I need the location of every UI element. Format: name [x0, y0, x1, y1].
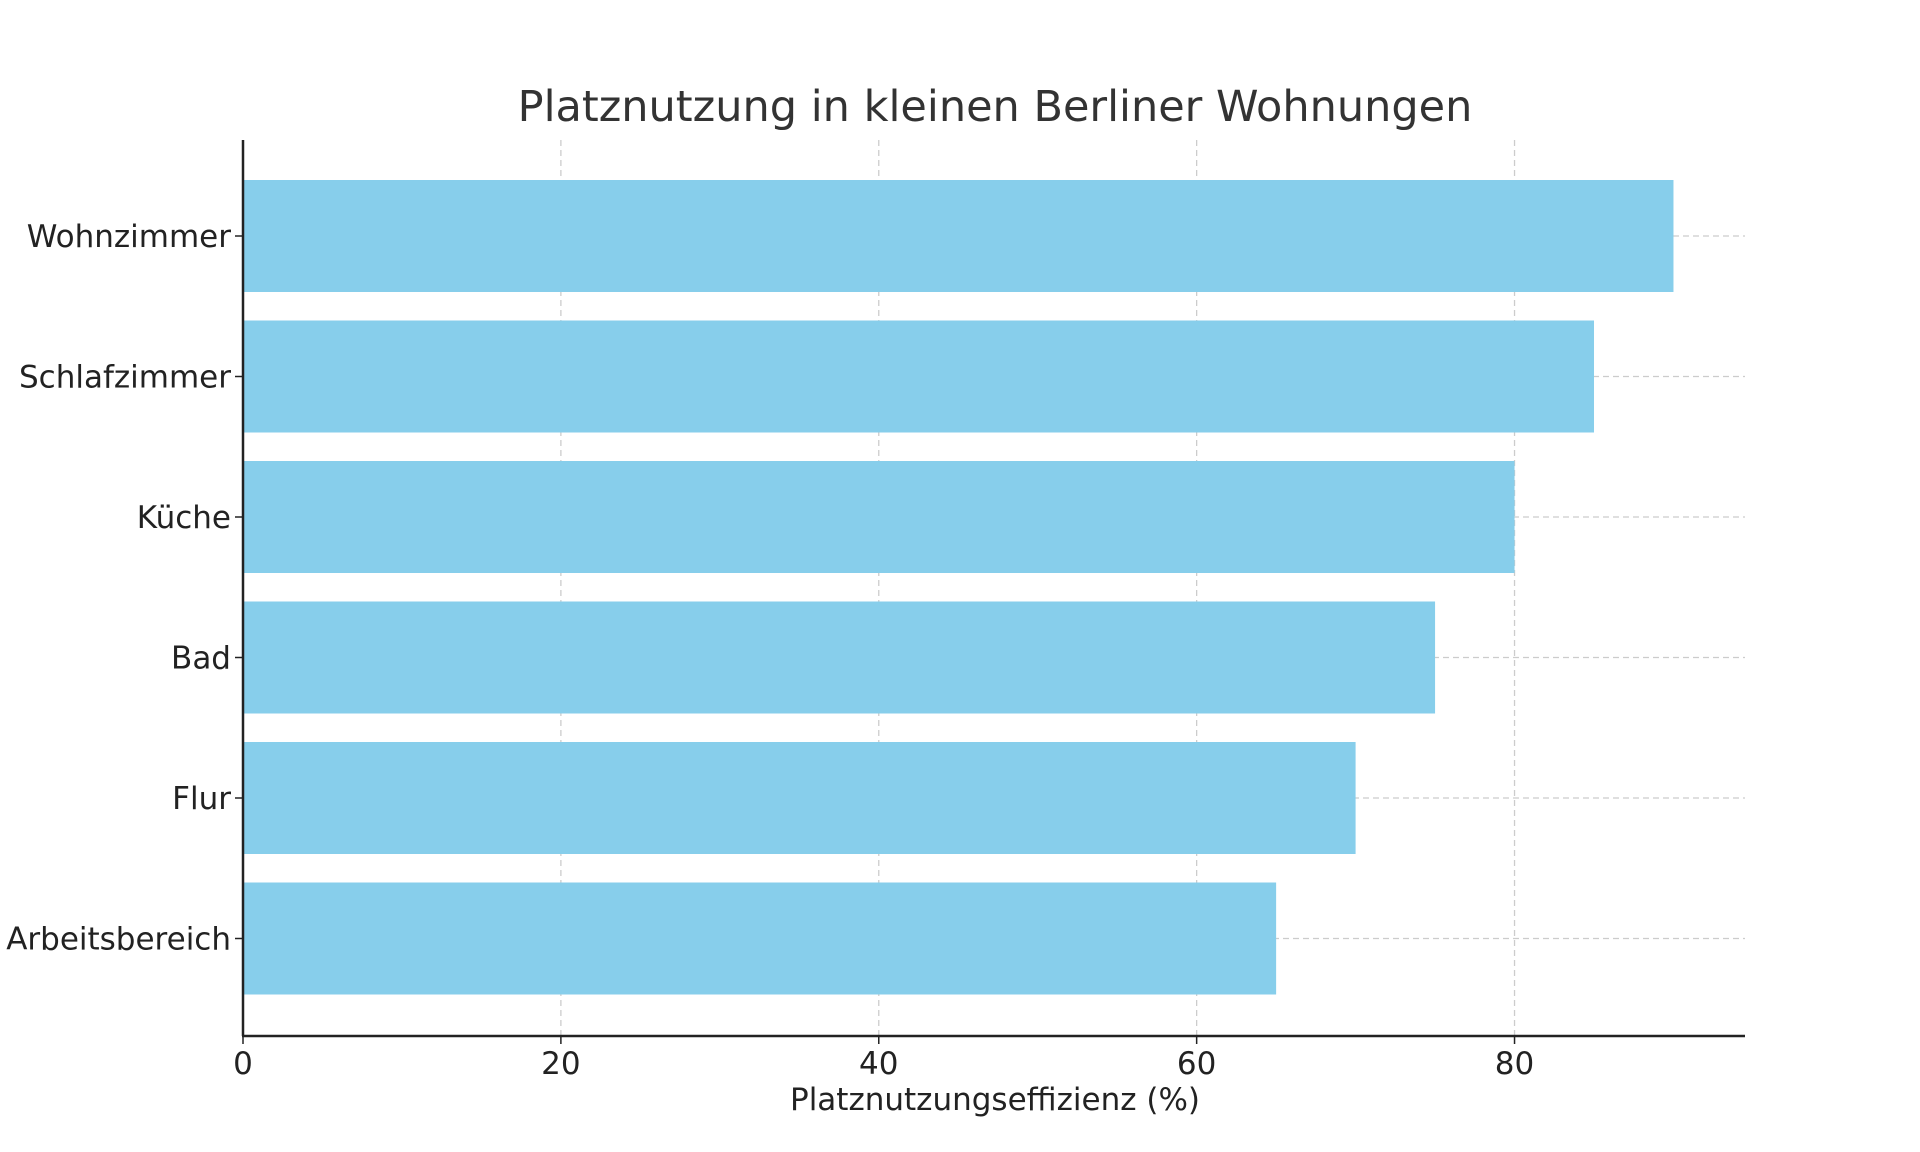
- y-category-label: Flur: [172, 781, 231, 817]
- bar-flur: [243, 742, 1356, 854]
- x-tick-label: 40: [859, 1046, 898, 1082]
- bar-wohnzimmer: [243, 180, 1674, 292]
- axes: [241, 140, 1745, 1038]
- chart-title: Platznutzung in kleinen Berliner Wohnung…: [518, 82, 1473, 132]
- y-category-labels: Wohnzimmer Schlafzimmer Küche Bad Flur Arbeit…: [6, 219, 243, 958]
- bar-arbeitsbereich: [243, 882, 1277, 995]
- x-tick-label: 0: [233, 1046, 253, 1082]
- bar-schlafzimmer: [243, 320, 1595, 433]
- x-tick-label: 80: [1495, 1046, 1534, 1082]
- y-category-label: Arbeitsbereich: [6, 922, 231, 958]
- x-tick-label: 20: [541, 1046, 580, 1082]
- x-ticks: 0 20 40 60 80: [233, 1036, 1534, 1082]
- y-category-label: Bad: [171, 641, 231, 677]
- y-category-label: Küche: [137, 500, 231, 536]
- y-category-label: Schlafzimmer: [19, 360, 231, 396]
- bars: [243, 180, 1674, 995]
- y-category-label: Wohnzimmer: [27, 219, 231, 255]
- bar-küche: [243, 461, 1515, 573]
- bar-bad: [243, 601, 1436, 714]
- x-axis-title: Platznutzungseffizienz (%): [790, 1082, 1200, 1118]
- x-tick-label: 60: [1177, 1046, 1216, 1082]
